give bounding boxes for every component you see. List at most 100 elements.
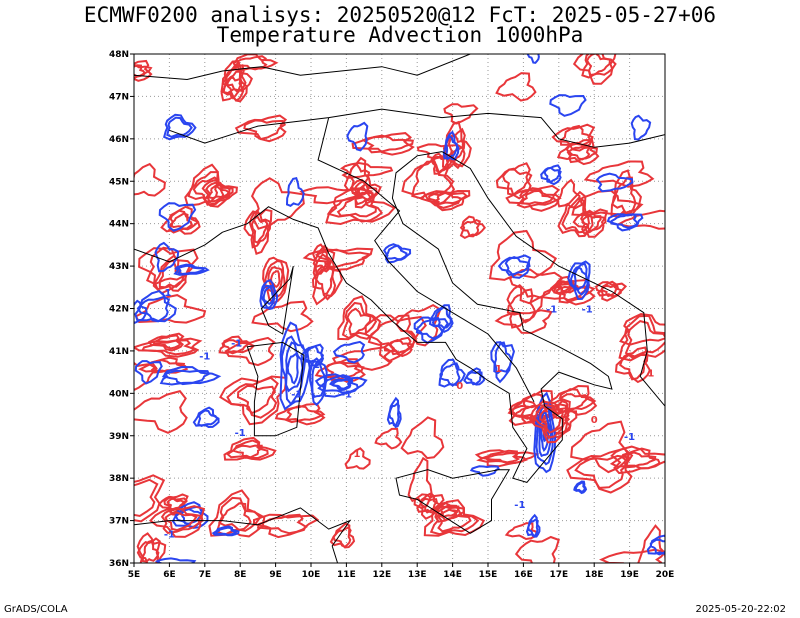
cold-contour	[573, 480, 588, 495]
cold-contour	[543, 166, 562, 184]
warm-contour	[443, 103, 479, 125]
warm-contour	[374, 427, 403, 450]
warm-contour	[224, 336, 276, 367]
lat-tick-label: 36N	[109, 559, 129, 569]
warm-contour	[619, 312, 665, 346]
warm-contour	[354, 182, 374, 201]
warm-contour	[501, 167, 533, 196]
cold-contour	[610, 213, 639, 229]
lon-tick-label: 9E	[269, 570, 281, 580]
cold-contour	[161, 369, 211, 386]
warm-contour	[141, 539, 160, 563]
warm-contour	[226, 76, 243, 100]
warm-contour	[459, 215, 486, 240]
lon-tick-label: 20E	[656, 570, 675, 580]
warm-contour	[585, 54, 612, 77]
warm-contour	[222, 70, 245, 102]
warm-contour	[325, 187, 396, 226]
cold-contour	[538, 411, 552, 458]
warm-contour	[514, 535, 560, 563]
warm-contour	[341, 301, 378, 340]
cold-contour	[493, 341, 513, 375]
contour-label: -1	[341, 390, 352, 401]
africa-coastline	[134, 507, 352, 563]
cold-contour	[438, 358, 466, 388]
cold-contour	[630, 114, 652, 141]
lat-tick-label: 47N	[109, 92, 129, 102]
coastlines	[134, 54, 665, 563]
warm-contour	[140, 339, 197, 356]
warm-contour	[153, 254, 187, 292]
warm-contour	[270, 270, 281, 289]
warm-contour	[615, 209, 665, 230]
warm-contour	[508, 268, 564, 305]
warm-contour	[400, 416, 445, 460]
contour-label: -1	[160, 288, 171, 299]
sardinia-coastline	[246, 341, 305, 437]
cold-contour	[497, 254, 532, 279]
title-line-2: Temperature Advection 1000hPa	[216, 23, 584, 47]
warm-contour	[315, 267, 335, 296]
warm-contour	[134, 389, 188, 434]
lat-tick-label: 44N	[109, 220, 129, 230]
warm-contour	[581, 54, 617, 79]
warm-contour	[556, 178, 581, 209]
cold-contour	[469, 465, 500, 477]
contour-label: -1	[291, 390, 302, 401]
contour-label: -1	[624, 432, 635, 443]
contour-label: -1	[235, 428, 246, 439]
warm-contour	[611, 176, 637, 217]
warm-contour	[332, 526, 352, 549]
warm-contour	[219, 375, 288, 426]
cold-contour	[136, 295, 170, 323]
warm-contour	[284, 404, 326, 424]
warm-contour	[476, 449, 528, 465]
warm-contour	[234, 114, 288, 143]
alpine-border	[169, 108, 665, 148]
lat-tick-label: 45N	[109, 177, 129, 187]
lat-tick-label: 40N	[109, 389, 129, 399]
warm-contour	[583, 160, 655, 188]
warm-contour	[572, 208, 609, 238]
warm-contour	[256, 513, 308, 535]
warm-contour	[423, 499, 486, 537]
cold-contour	[490, 341, 515, 384]
cold-contour	[649, 538, 665, 556]
warm-contour	[533, 403, 568, 439]
cold-contour	[159, 365, 222, 386]
warm-contour	[339, 161, 394, 179]
cold-contour	[445, 134, 459, 161]
advection-contours	[134, 54, 665, 563]
warm-contour	[192, 176, 220, 204]
cold-contour	[465, 371, 483, 386]
lon-tick-label: 18E	[585, 570, 604, 580]
contour-label: 0	[456, 381, 463, 392]
warm-contour	[346, 307, 372, 336]
contour-label: 1	[495, 364, 502, 375]
warm-contour	[420, 189, 471, 212]
contour-label: -1	[164, 530, 175, 541]
warm-contour	[136, 532, 167, 563]
cold-contour	[286, 352, 299, 385]
cold-contour	[346, 121, 369, 152]
warm-contour	[570, 420, 630, 474]
warm-contour	[149, 505, 206, 538]
north-border	[134, 54, 471, 81]
warm-contour	[429, 504, 480, 536]
lon-tick-label: 5E	[128, 570, 140, 580]
lat-tick-label: 43N	[109, 262, 129, 272]
warm-contour	[169, 212, 193, 230]
warm-contour	[521, 189, 555, 205]
warm-contour	[138, 356, 189, 374]
cold-contour	[317, 374, 359, 394]
warm-contour	[160, 205, 201, 235]
lat-tick-label: 48N	[109, 50, 129, 60]
cold-contour	[180, 508, 203, 525]
contour-label: -1	[199, 351, 210, 362]
footer-credit: GrADS/COLA	[4, 604, 68, 615]
warm-contour	[158, 259, 185, 289]
warm-contour	[637, 524, 665, 563]
warm-contour	[243, 119, 287, 141]
cold-contour	[527, 517, 539, 538]
